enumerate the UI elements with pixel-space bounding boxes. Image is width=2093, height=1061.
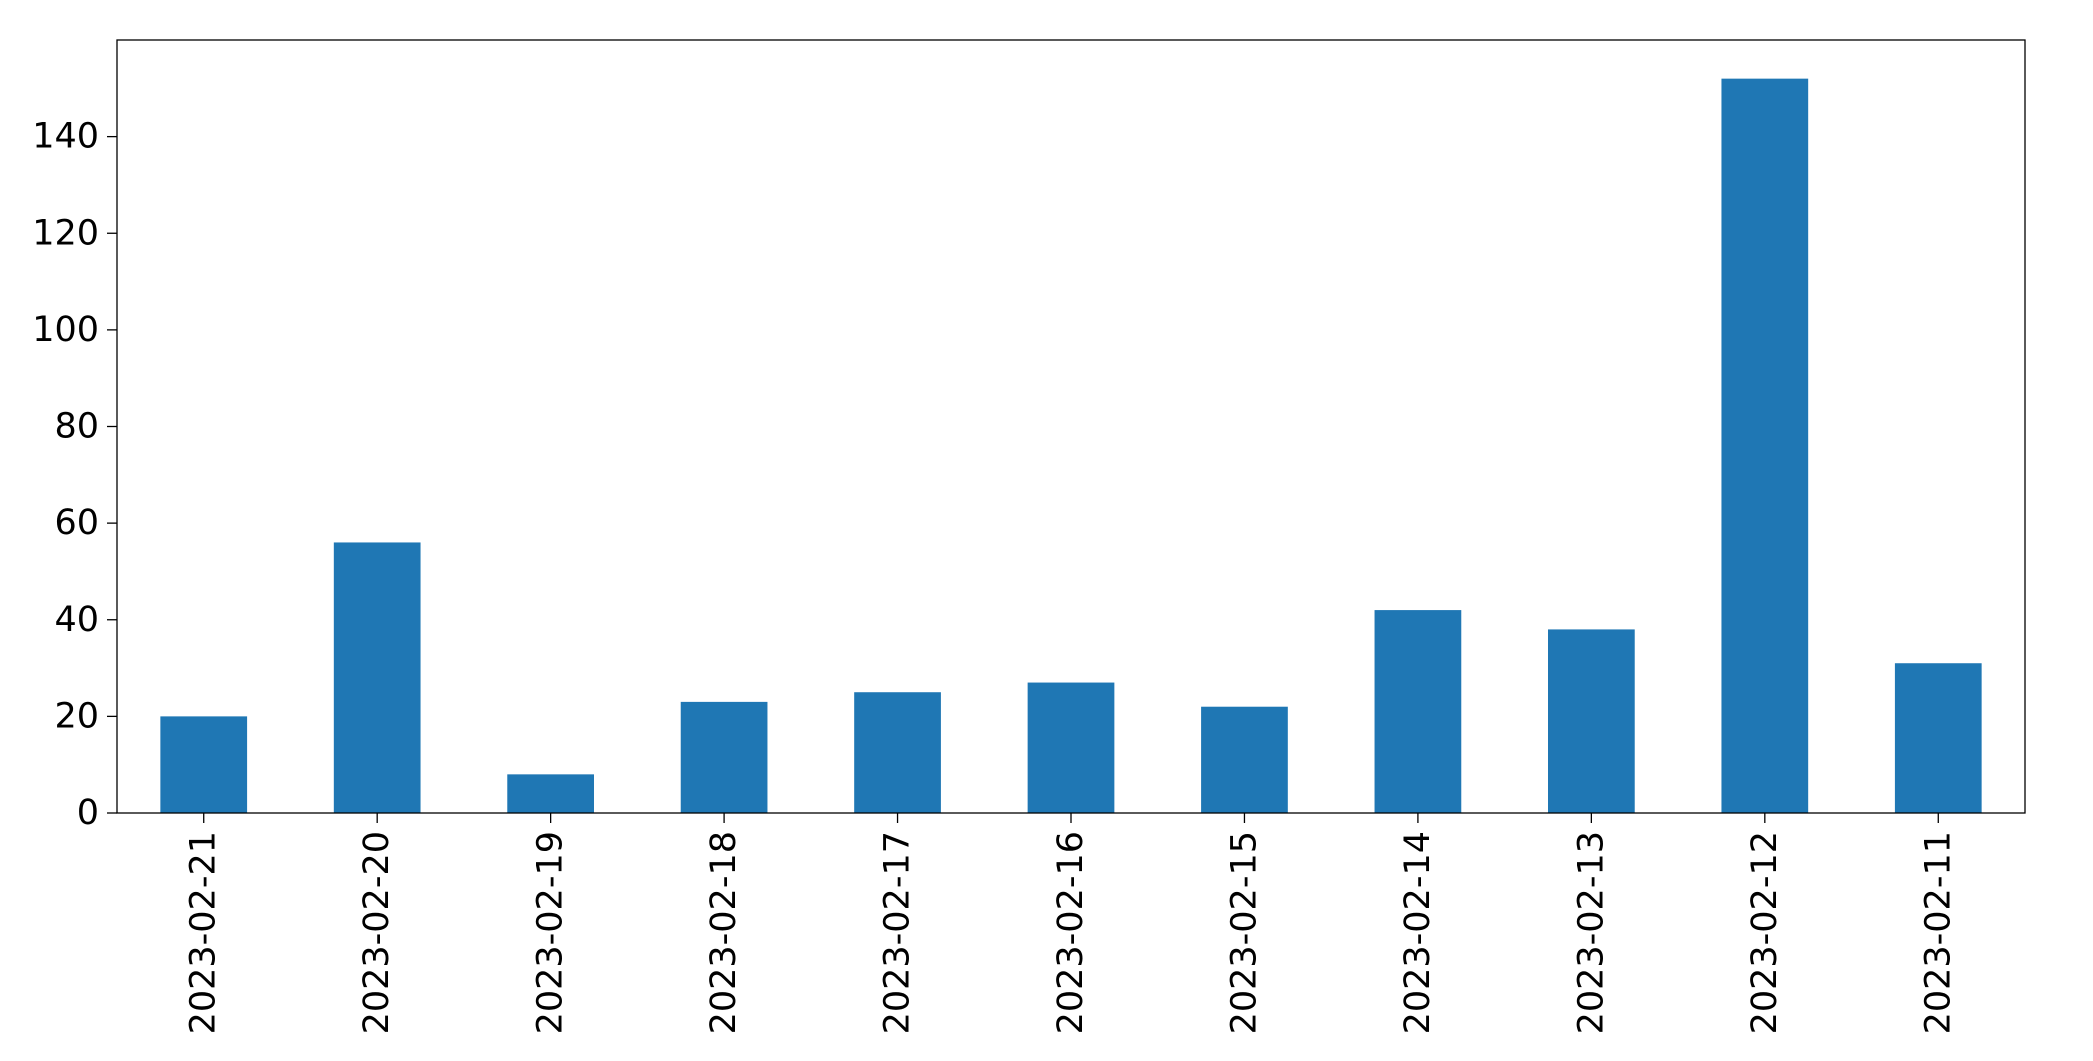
bar-2023-02-16 <box>1027 682 1115 813</box>
x-tick-label: 2023-02-11 <box>1918 831 1958 1034</box>
bar-2023-02-19 <box>507 774 594 813</box>
y-tick-label: 140 <box>32 117 99 157</box>
x-tick-label: 2023-02-17 <box>878 831 918 1034</box>
x-tick-label: 2023-02-14 <box>1398 831 1438 1034</box>
y-tick-label: 100 <box>32 310 99 350</box>
x-tick-label: 2023-02-13 <box>1571 831 1611 1034</box>
x-axis: 2023-02-21 2023-02-20 2023-02-19 2023-02-18… <box>184 813 1958 1034</box>
bar-2023-02-17 <box>854 692 941 813</box>
bar-2023-02-13 <box>1548 629 1635 813</box>
y-tick-label: 60 <box>54 503 99 543</box>
bar-2023-02-11 <box>1894 663 1982 813</box>
bar-2023-02-14 <box>1374 610 1462 813</box>
y-tick-label: 20 <box>54 696 99 736</box>
y-tick-label: 40 <box>54 600 99 640</box>
bar-2023-02-20 <box>333 542 421 813</box>
y-axis: 0 20 40 60 80 100 120 140 <box>32 117 117 833</box>
x-tick-label: 2023-02-12 <box>1745 831 1785 1034</box>
x-tick-label: 2023-02-19 <box>531 831 571 1034</box>
y-tick-label: 80 <box>54 407 99 447</box>
x-tick-label: 2023-02-15 <box>1224 831 1264 1034</box>
x-tick-label: 2023-02-18 <box>704 831 744 1034</box>
x-tick-label: 2023-02-16 <box>1051 831 1091 1034</box>
bar-2023-02-18 <box>680 701 768 813</box>
plot-frame <box>116 39 2026 814</box>
bars-group <box>160 78 1982 813</box>
bar-2023-02-21 <box>160 716 248 813</box>
bar-2023-02-12 <box>1721 78 1809 813</box>
x-tick-label: 2023-02-21 <box>184 831 224 1034</box>
y-tick-label: 120 <box>32 213 99 253</box>
y-tick-label: 0 <box>77 793 99 833</box>
bar-2023-02-15 <box>1201 706 1288 813</box>
x-tick-label: 2023-02-20 <box>357 831 397 1034</box>
